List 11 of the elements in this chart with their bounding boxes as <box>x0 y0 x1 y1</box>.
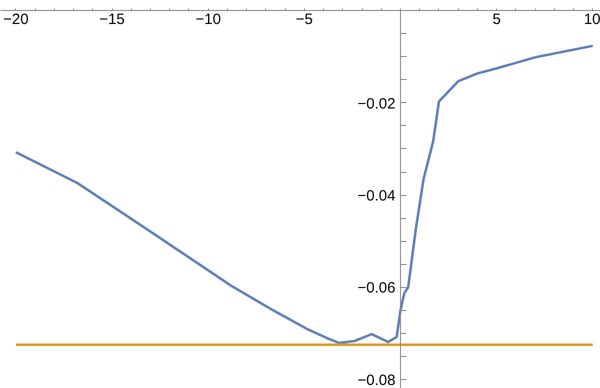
x-tick-label: −5 <box>296 10 313 28</box>
line-series <box>14 44 594 344</box>
y-tick-label: −0.08 <box>358 372 396 388</box>
x-tick-label: −20 <box>3 10 29 28</box>
x-tick-label: −10 <box>195 10 221 28</box>
y-tick-label: −0.02 <box>358 95 396 112</box>
x-tick-label: −15 <box>99 10 125 28</box>
y-tick-label: −0.06 <box>358 280 396 297</box>
x-tick-label: 5 <box>492 10 501 28</box>
y-tick-label: −0.04 <box>358 188 396 205</box>
x-tick-label: 10 <box>584 10 600 28</box>
